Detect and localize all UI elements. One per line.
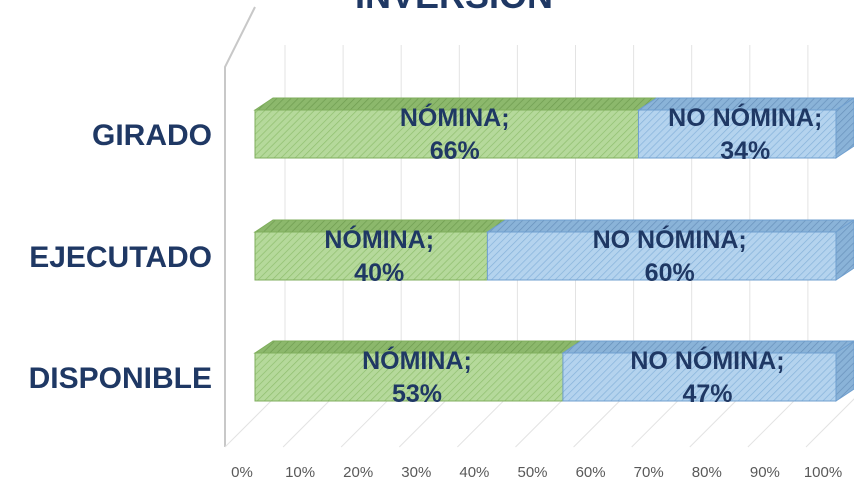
bar-disponible-no-nomina: NO NÓMINA; 47%: [561, 340, 854, 408]
x-tick-label-70: 70%: [634, 464, 664, 481]
data-label-girado-nomina: NÓMINA; 66%: [400, 102, 510, 165]
x-tick-label-0: 0%: [231, 464, 253, 481]
bar-front-disponible-nomina: [254, 352, 564, 402]
category-label-disponible: DISPONIBLE: [29, 362, 212, 395]
bar-ejecutado-nomina: NÓMINA; 40%: [253, 219, 508, 287]
x-tick-label-20: 20%: [343, 464, 373, 481]
data-label-ejecutado-nomina: NÓMINA; 40%: [324, 224, 434, 287]
category-labels: GIRADO EJECUTADO DISPONIBLE: [29, 119, 212, 395]
chart-title: INVERSIÓN: [355, 0, 553, 16]
x-tick-label-40: 40%: [459, 464, 489, 481]
data-label-disponible-no-nomina: NO NÓMINA; 47%: [630, 345, 784, 408]
x-tick-label-100: 100%: [804, 464, 842, 481]
bar-girado-nomina: NÓMINA; 66%: [253, 97, 659, 165]
bar-side-girado: [835, 97, 854, 159]
bar-girado-no-nomina: NO NÓMINA; 34%: [636, 97, 854, 165]
bar-front-ejecutado-nomina: [254, 231, 488, 281]
bar-front-disponible-no-nomina: [562, 352, 837, 402]
data-label-disponible-nomina: NÓMINA; 53%: [362, 345, 472, 408]
x-tick-label-50: 50%: [517, 464, 547, 481]
category-label-girado: GIRADO: [92, 119, 212, 152]
x-tick-label-90: 90%: [750, 464, 780, 481]
bar-front-girado-nomina: [254, 109, 639, 159]
gridline-floor: [805, 398, 854, 448]
side-wall: [224, 6, 256, 447]
data-label-ejecutado-no-nomina: NO NÓMINA; 60%: [593, 224, 747, 287]
bar-ejecutado-no-nomina: NO NÓMINA; 60%: [485, 219, 854, 287]
x-axis-ticks: 0% 10% 20% 30% 40% 50% 60% 70% 80% 90% 100%: [231, 464, 842, 481]
chart-walls: [224, 6, 256, 447]
bar-disponible-nomina: NÓMINA; 53%: [253, 340, 583, 408]
category-label-ejecutado: EJECUTADO: [29, 241, 212, 274]
bar-front-girado-no-nomina: [637, 109, 837, 159]
x-tick-label-80: 80%: [692, 464, 722, 481]
bar-side-ejecutado: [835, 219, 854, 281]
bar-side-disponible: [835, 340, 854, 402]
x-tick-label-60: 60%: [576, 464, 606, 481]
x-tick-label-30: 30%: [401, 464, 431, 481]
data-label-girado-no-nomina: NO NÓMINA; 34%: [668, 102, 822, 165]
x-tick-label-10: 10%: [285, 464, 315, 481]
bar-front-ejecutado-no-nomina: [486, 231, 837, 281]
bars: NÓMINA; 66% NO NÓMINA; 34% NÓMINA; 40% NO NÓMI…: [253, 97, 854, 408]
